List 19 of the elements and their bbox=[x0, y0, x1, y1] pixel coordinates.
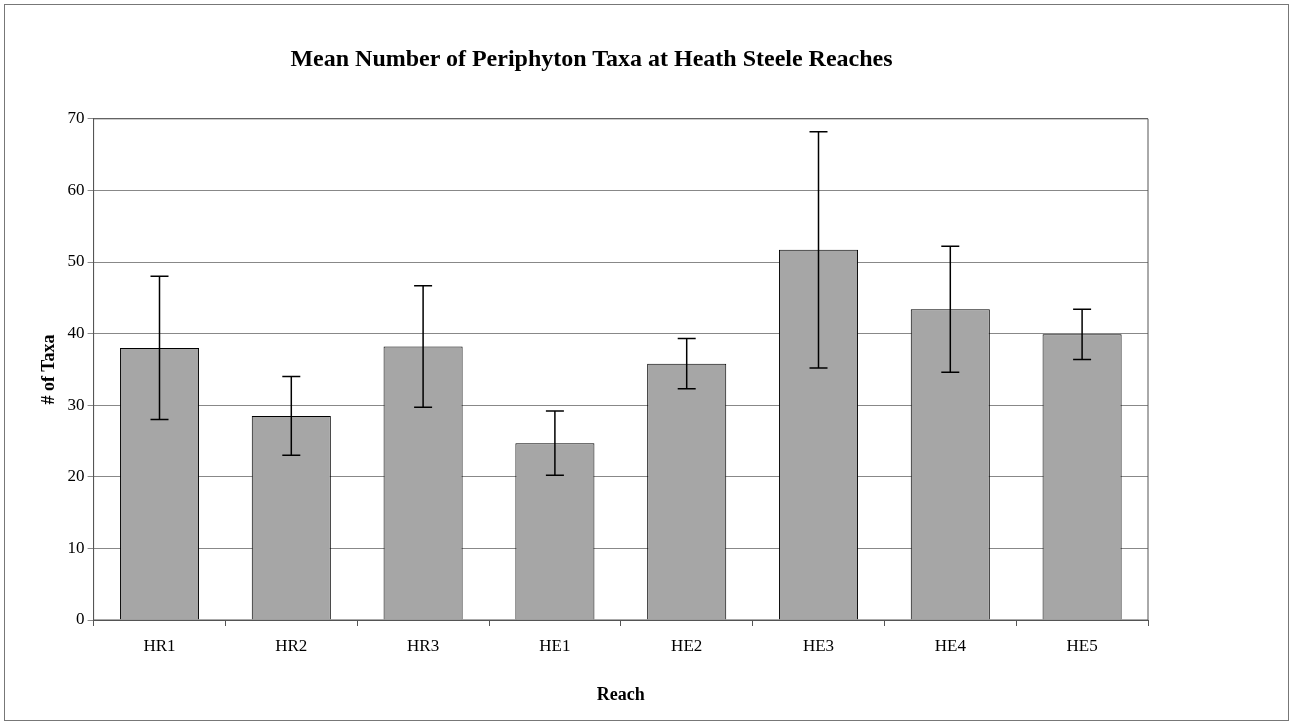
y-tick-label: 50 bbox=[67, 251, 85, 271]
y-tick-label: 0 bbox=[76, 609, 85, 629]
y-tick-label: 20 bbox=[67, 466, 85, 486]
x-tick-label: HE5 bbox=[1066, 635, 1098, 655]
y-tick-label: 40 bbox=[67, 323, 85, 343]
x-tick-label: HE4 bbox=[934, 635, 967, 655]
x-tick-label: HR2 bbox=[275, 635, 308, 655]
x-tick-label: HE2 bbox=[671, 635, 703, 655]
y-tick-label: 10 bbox=[67, 537, 85, 557]
x-axis-title: Reach bbox=[596, 683, 645, 704]
x-tick-label: HR1 bbox=[143, 635, 176, 655]
x-tick-label: HE1 bbox=[539, 635, 571, 655]
y-tick-label: 60 bbox=[67, 179, 85, 199]
y-tick-label: 30 bbox=[67, 394, 85, 414]
y-axis-title: # of Taxa bbox=[38, 334, 59, 405]
x-tick-label: HR3 bbox=[407, 635, 440, 655]
x-tick-label: HE3 bbox=[802, 635, 835, 655]
chart-title: Mean Number of Periphyton Taxa at Heath Steele Reaches bbox=[290, 44, 893, 71]
y-tick-label: 70 bbox=[67, 108, 85, 128]
